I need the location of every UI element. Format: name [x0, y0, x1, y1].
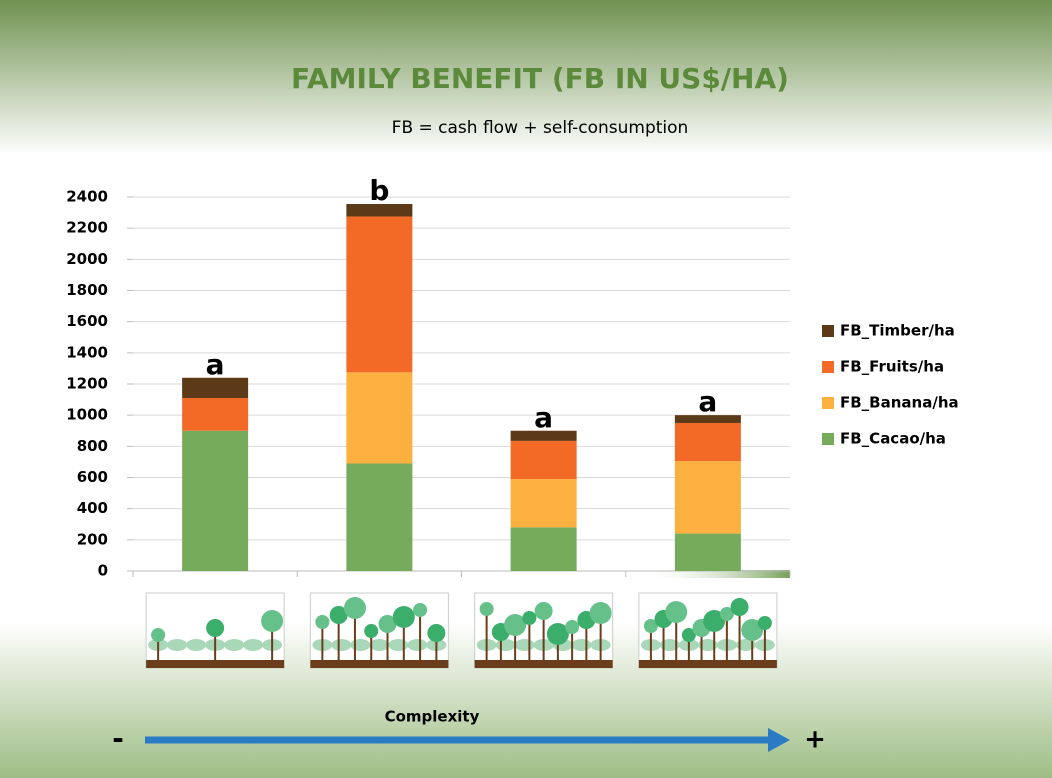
- forest-shrub: [186, 639, 207, 651]
- forest-crown: [522, 611, 537, 625]
- forest-shrub: [224, 639, 245, 651]
- y-tick-label: 1800: [66, 281, 108, 299]
- forest-crown: [413, 603, 428, 617]
- y-tick-label: 1000: [66, 406, 108, 424]
- bar-segment: [674, 461, 741, 534]
- forest-shrub: [514, 639, 535, 651]
- legend-label: FB_Fruits/ha: [840, 358, 944, 376]
- forest-crown: [261, 610, 284, 632]
- forest-crown: [534, 602, 553, 620]
- forest-crown: [741, 619, 764, 641]
- significance-label: a: [206, 348, 225, 381]
- y-tick-label: 2200: [66, 219, 108, 237]
- forest-crown: [643, 619, 658, 633]
- legend-label: FB_Timber/ha: [840, 322, 955, 340]
- bar-segment: [182, 377, 249, 399]
- forest-shrub: [659, 639, 680, 651]
- axis-fade: [640, 570, 790, 578]
- forest-shrub: [331, 639, 352, 651]
- bar-segment: [346, 463, 413, 571]
- forest-crown: [757, 616, 772, 630]
- legend-label: FB_Banana/ha: [840, 394, 959, 412]
- forest-crown: [565, 620, 580, 634]
- forest-shrub: [407, 639, 428, 651]
- complexity-label: Complexity: [385, 708, 480, 726]
- bar-segment: [182, 430, 249, 571]
- forest-crown: [206, 619, 225, 637]
- bar-segment: [346, 372, 413, 464]
- y-tick-label: 2400: [66, 188, 108, 206]
- forest-crown: [427, 624, 446, 642]
- y-tick-label: 600: [77, 468, 108, 486]
- forest-ground: [474, 660, 613, 668]
- forest-crown: [589, 602, 612, 624]
- legend-swatch: [822, 325, 834, 337]
- chart-title: FAMILY BENEFIT (FB IN US$/HA): [291, 62, 789, 95]
- forest-ground: [638, 660, 777, 668]
- chart-subtitle: FB = cash flow + self-consumption: [392, 118, 689, 138]
- forest-crown: [479, 602, 494, 616]
- bar-segment: [674, 533, 741, 571]
- legend-swatch: [822, 397, 834, 409]
- y-tick-label: 0: [98, 562, 108, 580]
- significance-label: b: [369, 174, 389, 207]
- forest-crown: [343, 597, 366, 619]
- forest-crown: [315, 615, 330, 629]
- forest-crown: [151, 628, 166, 642]
- forest-crown: [378, 615, 397, 633]
- forest-crown: [364, 624, 379, 638]
- bar-segment: [346, 216, 413, 373]
- y-tick-label: 200: [77, 530, 108, 548]
- significance-label: a: [534, 401, 553, 434]
- forest-crown: [392, 606, 415, 628]
- bar-segment: [510, 430, 577, 441]
- forest-crown: [703, 610, 726, 632]
- legend-swatch: [822, 433, 834, 445]
- forest-crown: [504, 614, 527, 636]
- forest-crown: [329, 606, 348, 624]
- y-tick-label: 1200: [66, 375, 108, 393]
- forest-crown: [730, 598, 749, 616]
- forest-shrub: [495, 639, 516, 651]
- forest-shrub: [167, 639, 188, 651]
- forest-crown: [719, 607, 734, 621]
- forest-crown: [665, 601, 688, 623]
- significance-label: a: [698, 385, 717, 418]
- forest-ground: [146, 660, 285, 668]
- forest-panel: [309, 592, 449, 669]
- forest-crown: [546, 623, 569, 645]
- bar-segment: [510, 479, 577, 528]
- bar-segment: [674, 422, 741, 462]
- y-tick-label: 800: [77, 437, 108, 455]
- bar-segment: [510, 527, 577, 571]
- forest-ground: [310, 660, 449, 668]
- y-tick-label: 2000: [66, 250, 108, 268]
- complexity-arrowhead: [768, 728, 790, 752]
- complexity-start: -: [112, 722, 124, 755]
- y-tick-label: 400: [77, 499, 108, 517]
- y-tick-label: 1600: [66, 312, 108, 330]
- y-tick-label: 1400: [66, 343, 108, 361]
- forest-shrub: [243, 639, 264, 651]
- forest-shrub: [369, 639, 390, 651]
- forest-crown: [681, 628, 696, 642]
- legend-label: FB_Cacao/ha: [840, 430, 946, 448]
- forest-shrub: [350, 639, 371, 651]
- bar-segment: [346, 204, 413, 217]
- forest-shrub: [735, 639, 756, 651]
- complexity-end: +: [804, 725, 826, 755]
- legend-swatch: [822, 361, 834, 373]
- bar-segment: [182, 398, 249, 431]
- forest-shrub: [697, 639, 718, 651]
- forest-shrub: [388, 639, 409, 651]
- forest-shrub: [571, 639, 592, 651]
- bar-segment: [674, 415, 741, 423]
- bar-segment: [510, 440, 577, 480]
